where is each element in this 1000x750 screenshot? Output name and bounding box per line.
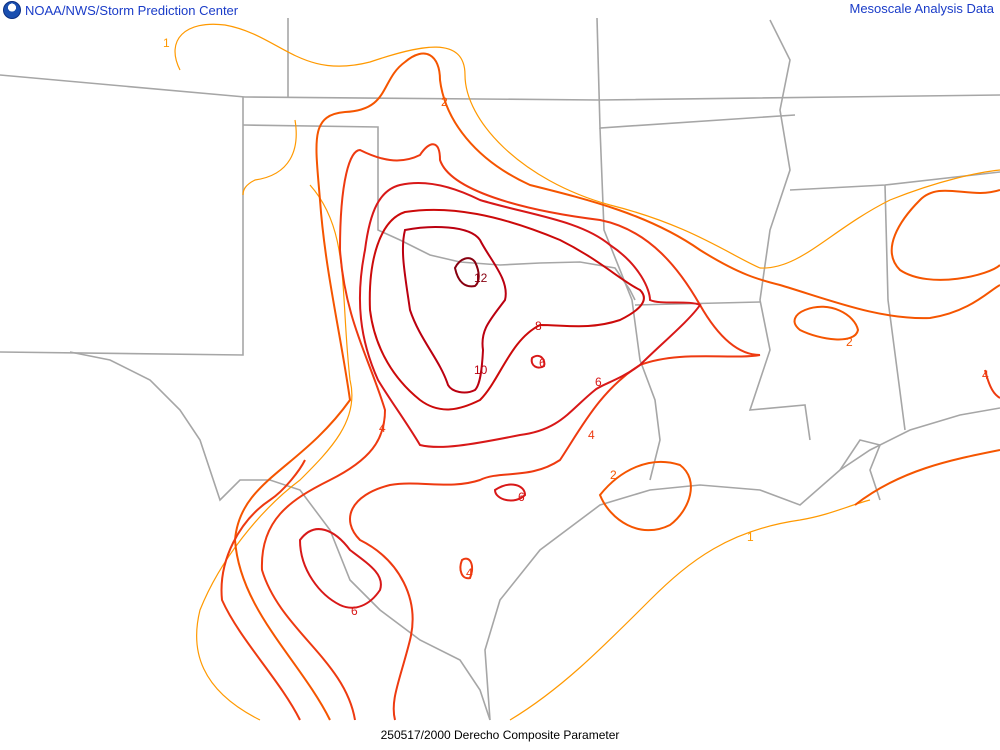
contour-6 xyxy=(530,354,546,369)
contour-label: 8 xyxy=(535,319,542,333)
noaa-logo-icon xyxy=(3,1,21,19)
contour-4 xyxy=(459,557,473,580)
contour-label: 4 xyxy=(982,368,989,382)
header-title-left: NOAA/NWS/Storm Prediction Center xyxy=(25,2,239,18)
contour-2 xyxy=(890,189,1000,281)
contour-label: 2 xyxy=(610,468,617,482)
contour-label: 12 xyxy=(474,271,488,285)
contour-2 xyxy=(793,305,860,341)
contour-label: 2 xyxy=(846,335,853,349)
contour-label: 1 xyxy=(163,36,170,50)
contour-2 xyxy=(598,460,692,532)
contour-6 xyxy=(358,181,702,448)
contour-2 xyxy=(854,449,1000,506)
contour-label: 1 xyxy=(747,530,754,544)
contour-1 xyxy=(242,119,297,196)
contour-4 xyxy=(984,369,1000,399)
state-borders xyxy=(0,18,1000,721)
contour-6 xyxy=(493,483,527,502)
contour-2 xyxy=(233,52,1000,721)
header-title-right: Mesoscale Analysis Data xyxy=(849,1,994,16)
contour-4 xyxy=(260,143,761,721)
contour-6 xyxy=(298,528,382,609)
contour-label: 4 xyxy=(379,421,386,435)
header-left: NOAA/NWS/Storm Prediction Center xyxy=(3,1,238,19)
contour-1 xyxy=(509,499,871,721)
contours xyxy=(174,23,1000,721)
contour-1 xyxy=(196,184,353,721)
map-caption: 250517/2000 Derecho Composite Parameter xyxy=(380,728,620,742)
contour-8 xyxy=(368,208,645,411)
contour-label: 4 xyxy=(466,566,473,580)
contour-12 xyxy=(453,257,480,288)
contour-label: 6 xyxy=(351,604,358,618)
contour-10 xyxy=(401,226,507,394)
contour-label: 6 xyxy=(539,356,546,370)
contour-labels: 1 1 2 2 2 4 4 4 4 6 6 6 6 8 10 12 xyxy=(163,36,989,618)
contour-label: 6 xyxy=(518,490,525,504)
contour-label: 6 xyxy=(595,375,602,389)
contour-1 xyxy=(174,23,1000,269)
contour-label: 10 xyxy=(474,363,488,377)
contour-4 xyxy=(220,459,306,721)
contour-label: 2 xyxy=(441,95,448,109)
contour-label: 4 xyxy=(588,428,595,442)
map: 1 1 2 2 2 4 4 4 4 6 6 6 6 8 10 12 xyxy=(0,18,1000,721)
